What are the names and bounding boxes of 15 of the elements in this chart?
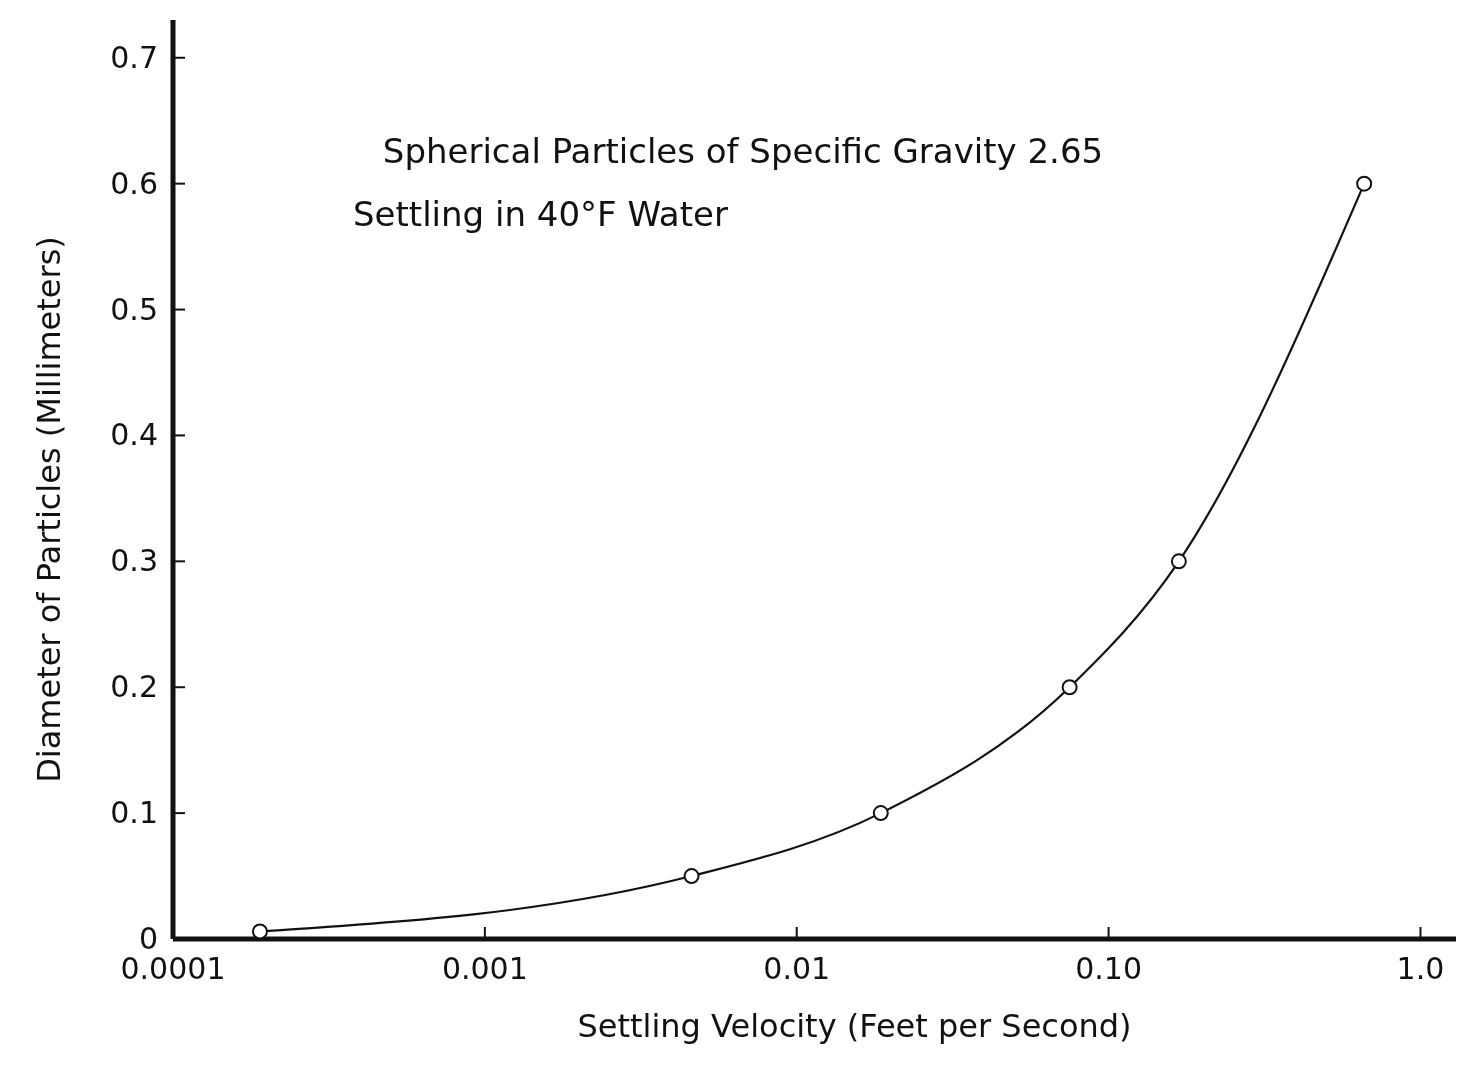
- x-axis-title: Settling Velocity (Feet per Second): [577, 1007, 1132, 1045]
- y-tick-label: 0.2: [110, 669, 158, 705]
- y-tick-label: 0.1: [110, 795, 158, 831]
- x-tick-label: 0.001: [441, 951, 528, 986]
- text: Settling in 40°F Water: [353, 194, 728, 234]
- y-axis-title: Diameter of Particles (Millimeters): [30, 236, 68, 783]
- y-tick-label: 0.5: [110, 291, 158, 327]
- y-tick-label: 0.3: [110, 543, 158, 579]
- x-tick-label: 1.0: [1396, 951, 1445, 986]
- y-tick-label: 0.4: [110, 417, 158, 453]
- x-tick-label: 0.01: [763, 951, 831, 986]
- y-tick-label: 0.6: [110, 165, 158, 201]
- y-tick-label: 0.7: [110, 39, 158, 75]
- x-tick-label: 0.10: [1075, 951, 1142, 986]
- text: Spherical Particles of Specific Gravity 2.65: [382, 131, 1104, 171]
